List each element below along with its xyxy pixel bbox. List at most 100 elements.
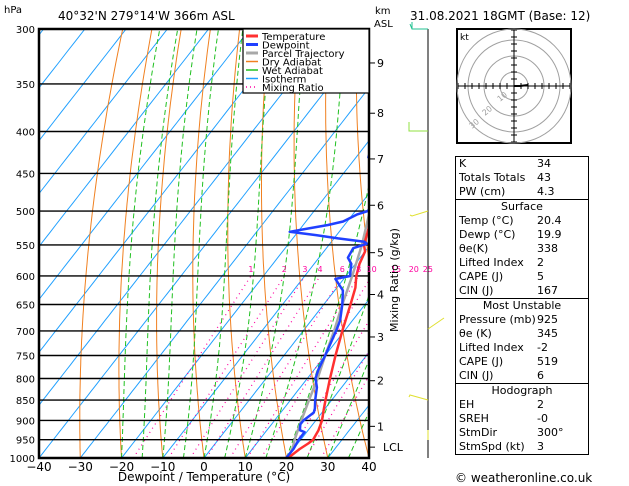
index-row: Temp (°C) 20.4 [456, 214, 588, 228]
index-value: 925 [537, 313, 558, 326]
pressure-tick-label: 750 [16, 351, 35, 362]
pressure-tick-label: 500 [16, 207, 35, 218]
index-label: StmDir [459, 426, 498, 439]
legend-label: Dewpoint [262, 41, 310, 52]
index-row: CAPE (J) 519 [456, 355, 588, 369]
index-label: CAPE (J) [459, 270, 504, 283]
index-label: StmSpd (kt) [459, 440, 525, 453]
index-value: 519 [537, 355, 558, 368]
index-value: 4.3 [537, 185, 555, 198]
wet-adiabat-line [244, 29, 305, 458]
index-label: K [459, 157, 467, 170]
dry-adiabat-line [620, 29, 629, 458]
wind-barb [408, 122, 428, 132]
legend-label: Temperature [261, 32, 325, 43]
pressure-tick-label: 850 [16, 396, 35, 407]
parcel-trajectory-line [286, 208, 369, 458]
legend-label: Isotherm [262, 75, 306, 86]
surface-section: Surface Temp (°C) 20.4 Dewp (°C) 19.9 θe(K… [456, 199, 588, 298]
isotherm-line [327, 404, 369, 458]
wet-adiabat-line [265, 29, 346, 458]
pressure-tick-label: 900 [16, 416, 35, 427]
temperature-axis: −40 −30 −20 −10 0 10 20 30 40 [26, 460, 376, 474]
index-value: 3 [537, 440, 544, 453]
index-row: K 34 [456, 157, 588, 171]
index-value: -2 [537, 341, 548, 354]
location-title: 40°32'N 279°14'W 366m ASL [58, 9, 235, 23]
index-value: 34 [537, 157, 551, 170]
hodograph-unit: kt [460, 33, 469, 43]
pressure-tick-label: 700 [16, 327, 35, 338]
pressure-tick-label: 300 [16, 25, 35, 36]
wind-barb [409, 210, 429, 217]
temperature-tick-label: −10 [150, 460, 175, 474]
height-tick-label: 4 [377, 288, 384, 301]
indices-top: K 34 Totals Totals 43 PW (cm) 4.3 [456, 157, 588, 199]
isotherm-line [39, 29, 86, 89]
index-row: SREH -0 [456, 412, 588, 426]
index-row: θe(K) 338 [456, 242, 588, 256]
isotherm-line [0, 29, 2, 458]
legend-label: Parcel Trajectory [262, 49, 345, 60]
index-row: CIN (J) 167 [456, 284, 588, 298]
dry-adiabat-line [156, 29, 182, 458]
mixing-ratio-label: 20 [409, 265, 419, 274]
temperature-tick-label: −20 [109, 460, 134, 474]
mixing-ratio-labels: 12346810152025 [248, 265, 433, 274]
wet-adiabat-line [141, 29, 179, 458]
wind-barb [409, 22, 428, 30]
index-row: PW (cm) 4.3 [456, 185, 588, 199]
temperature-line [287, 219, 369, 458]
index-row: Dewp (°C) 19.9 [456, 228, 588, 242]
index-label: Totals Totals [459, 171, 526, 184]
dry-adiabat-line [355, 29, 369, 266]
profiles [285, 58, 369, 458]
height-tick-label: 6 [377, 199, 384, 212]
temperature-tick-label: 20 [279, 460, 294, 474]
surface-title: Surface [501, 200, 543, 213]
temperature-tick-label: 40 [361, 460, 376, 474]
height-tick-label: 8 [377, 107, 384, 120]
index-value: 20.4 [537, 214, 562, 227]
index-row: Totals Totals 43 [456, 171, 588, 185]
index-row: Pressure (mb) 925 [456, 313, 588, 327]
index-value: 5 [537, 270, 544, 283]
height-tick-label: LCL [383, 441, 404, 454]
index-label: Dewp (°C) [459, 228, 516, 241]
index-row: CIN (J) 6 [456, 369, 588, 383]
index-label: Pressure (mb) [459, 313, 536, 326]
legend-label: Dry Adiabat [262, 58, 321, 69]
index-label: θe(K) [459, 242, 489, 255]
pressure-tick-label: 450 [16, 169, 35, 180]
dewpoint-line [285, 58, 369, 458]
temperature-tick-label: 0 [200, 460, 208, 474]
mixing-ratio-label: 1 [248, 265, 253, 274]
indices-table: K 34 Totals Totals 43 PW (cm) 4.3 Surface T… [455, 156, 589, 455]
pressure-tick-label: 400 [16, 128, 35, 139]
pressure-tick-label: 800 [16, 374, 35, 385]
index-label: EH [459, 398, 475, 411]
dry-adiabat-line [79, 29, 124, 458]
mixing-ratio-label: 3 [302, 265, 307, 274]
dry-adiabat-line [192, 29, 211, 458]
pressure-tick-label: 1000 [10, 454, 35, 465]
index-label: PW (cm) [459, 185, 506, 198]
height-tick-label: 2 [377, 375, 384, 388]
height-tick-label: 9 [377, 57, 384, 70]
pressure-tick-label: 600 [16, 272, 35, 283]
index-value: 6 [537, 369, 544, 382]
isotherm-line [286, 351, 369, 458]
index-value: 2 [537, 256, 544, 269]
index-row: CAPE (J) 5 [456, 270, 588, 284]
mixing-ratio-line [320, 374, 369, 458]
mixing-ratio-label: 6 [340, 265, 345, 274]
wind-profile [408, 22, 445, 458]
index-row: θe (K) 345 [456, 327, 588, 341]
index-label: CIN (J) [459, 369, 494, 382]
pressure-tick-label: 950 [16, 436, 35, 447]
pressure-tick-label: 550 [16, 241, 35, 252]
asl-label: ASL [374, 19, 393, 30]
index-label: SREH [459, 412, 489, 425]
